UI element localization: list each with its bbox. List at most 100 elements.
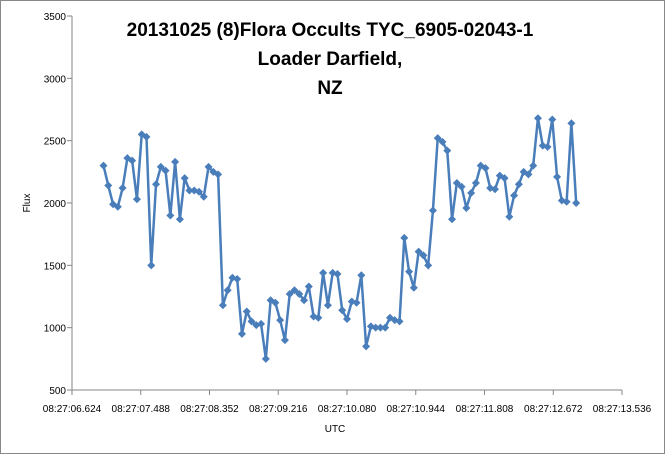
marker — [381, 323, 390, 332]
series-line — [102, 118, 578, 360]
marker — [171, 157, 180, 166]
marker — [395, 317, 404, 326]
y-tick-label: 1500 — [44, 261, 67, 272]
marker — [567, 119, 576, 128]
marker — [132, 195, 141, 204]
marker — [409, 283, 418, 292]
marker — [457, 182, 466, 191]
marker — [285, 290, 294, 299]
y-tick-label: 1000 — [44, 324, 67, 335]
x-tick-label: 08:27:10.944 — [387, 404, 446, 415]
marker — [247, 317, 256, 326]
y-axis-label: Flux — [22, 194, 33, 213]
marker — [175, 215, 184, 224]
marker — [443, 146, 452, 155]
x-axis-label: UTC — [325, 424, 346, 435]
marker — [371, 323, 380, 332]
marker — [304, 282, 313, 291]
marker — [257, 319, 266, 328]
marker — [204, 162, 213, 171]
marker — [505, 212, 514, 221]
marker — [572, 199, 581, 207]
marker — [438, 137, 447, 146]
marker — [319, 268, 328, 277]
marker — [237, 329, 246, 338]
y-tick-label: 2500 — [44, 137, 67, 148]
marker — [147, 261, 156, 270]
y-tick-label: 500 — [49, 386, 66, 397]
marker — [405, 267, 414, 276]
marker — [362, 342, 371, 351]
marker — [400, 233, 409, 242]
marker — [491, 185, 500, 194]
marker — [295, 290, 304, 299]
marker — [218, 301, 227, 310]
marker — [414, 247, 423, 256]
marker — [214, 170, 223, 179]
marker — [500, 174, 509, 183]
marker — [462, 203, 471, 212]
x-tick-label: 08:27:12.672 — [524, 404, 583, 415]
marker — [448, 215, 457, 224]
marker — [376, 323, 385, 332]
y-tick-label: 2000 — [44, 199, 67, 210]
marker — [300, 296, 309, 305]
marker — [156, 162, 165, 171]
x-tick-label: 08:27:08.352 — [180, 404, 239, 415]
marker — [223, 286, 232, 295]
marker — [333, 270, 342, 279]
x-tick-label: 08:27:11.808 — [456, 404, 514, 415]
x-tick-label: 08:27:07.488 — [112, 404, 171, 415]
marker — [433, 134, 442, 143]
marker — [471, 179, 480, 188]
marker — [261, 354, 270, 363]
marker — [280, 336, 289, 345]
title: 20131025 (8)Flora Occults TYC_6905-02043… — [127, 20, 534, 99]
marker — [199, 192, 208, 201]
marker — [276, 316, 285, 325]
x-tick-label: 08:27:13.536 — [593, 404, 652, 415]
marker — [323, 301, 332, 310]
marker — [352, 298, 361, 307]
marker — [314, 313, 323, 322]
marker — [543, 142, 552, 151]
marker — [481, 164, 490, 173]
marker — [419, 251, 428, 260]
marker — [343, 314, 351, 323]
marker — [548, 115, 557, 124]
marker — [233, 275, 242, 284]
marker — [290, 286, 299, 295]
marker — [104, 181, 113, 190]
marker — [424, 261, 433, 270]
marker — [553, 172, 562, 181]
y-tick-label: 3500 — [44, 12, 67, 23]
marker — [113, 202, 122, 211]
marker — [357, 271, 366, 280]
x-tick-label: 08:27:10.080 — [318, 404, 377, 415]
marker — [338, 306, 347, 315]
marker — [428, 206, 437, 215]
marker — [510, 191, 519, 200]
marker — [152, 180, 161, 189]
marker — [180, 174, 189, 183]
marker — [99, 161, 108, 170]
title-line: 20131025 (8)Flora Occults TYC_6905-02043… — [127, 20, 534, 41]
marker — [467, 189, 476, 198]
marker — [161, 166, 170, 175]
marker — [533, 114, 542, 123]
marker — [271, 298, 280, 307]
marker — [514, 180, 523, 189]
marker — [128, 156, 137, 165]
marker — [185, 186, 194, 195]
marker — [166, 211, 175, 220]
title-line: NZ — [317, 78, 343, 99]
marker — [524, 170, 533, 179]
marker — [118, 184, 127, 193]
marker — [142, 132, 151, 141]
x-tick-label: 08:27:09.216 — [249, 404, 308, 415]
marker — [529, 161, 538, 170]
title-line: Loader Darfield, — [258, 49, 403, 70]
